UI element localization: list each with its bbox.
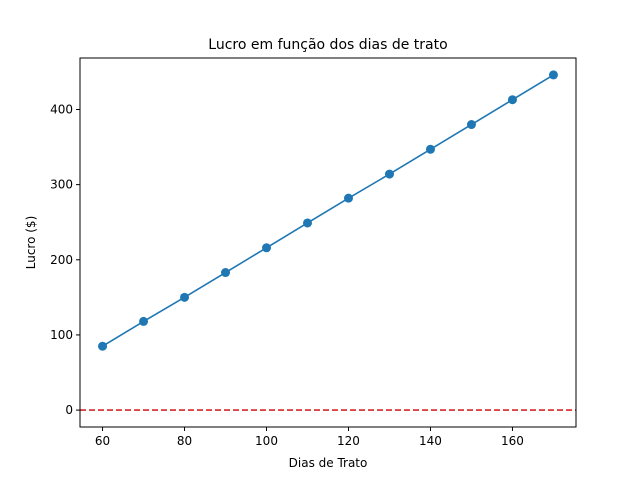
x-tick-label: 80 — [177, 434, 192, 448]
x-tick-label: 100 — [255, 434, 278, 448]
x-tick-label: 60 — [95, 434, 110, 448]
y-tick-label: 200 — [50, 253, 73, 267]
y-tick-label: 400 — [50, 102, 73, 116]
data-point — [180, 292, 190, 302]
y-axis-label: Lucro ($) — [24, 216, 38, 270]
data-point — [425, 144, 435, 154]
data-point — [343, 193, 353, 203]
data-point — [139, 316, 149, 326]
x-tick-label: 120 — [337, 434, 360, 448]
data-point — [466, 120, 476, 130]
plot-area — [80, 70, 576, 411]
y-tick-label: 0 — [65, 403, 73, 417]
x-axis-ticks: 60 80 100 120 140 160 — [95, 427, 524, 448]
axes-frame — [79, 57, 577, 428]
data-point — [548, 70, 558, 80]
data-point — [221, 268, 231, 278]
data-point — [384, 169, 394, 179]
chart-title: Lucro em função dos dias de trato — [208, 37, 447, 53]
data-point — [507, 95, 517, 105]
x-tick-label: 160 — [501, 434, 524, 448]
y-tick-label: 100 — [50, 328, 73, 342]
y-tick-label: 300 — [50, 178, 73, 192]
data-point — [262, 243, 272, 253]
data-point — [98, 341, 108, 351]
series-line — [102, 74, 554, 347]
y-axis-ticks: 0 100 200 300 400 — [50, 102, 80, 417]
x-axis-label: Dias de Trato — [289, 456, 368, 470]
x-tick-label: 140 — [419, 434, 442, 448]
data-point — [303, 218, 313, 228]
